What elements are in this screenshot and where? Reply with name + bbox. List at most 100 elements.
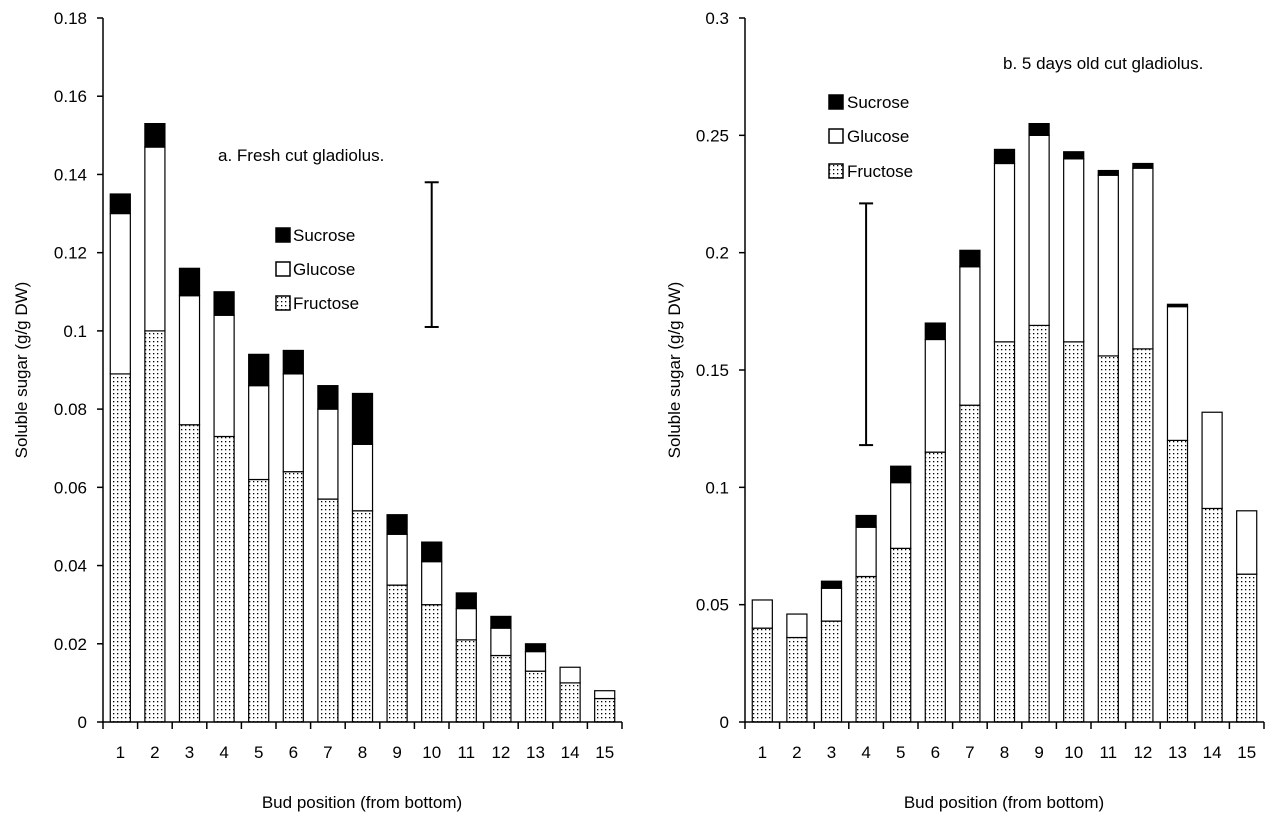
- x-axis-title-b: Bud position (from bottom): [904, 793, 1104, 812]
- y-tick-label-a: 0.18: [54, 9, 87, 28]
- legend-label-sucrose-a: Sucrose: [293, 226, 355, 245]
- y-tick-label-b: 0.2: [705, 244, 729, 263]
- bar-fructose-a: [594, 697, 616, 723]
- bar-sucrose-a: [524, 643, 547, 653]
- legend-label-fructose-b: Fructose: [847, 162, 913, 181]
- bar-fructose-b: [993, 341, 1016, 723]
- bar-fructose-a: [144, 330, 166, 723]
- bar-glucose-b: [1063, 158, 1085, 343]
- bar-sucrose-a: [421, 541, 443, 563]
- x-tick-label-b: 5: [896, 743, 905, 762]
- bar-sucrose-a: [490, 615, 512, 629]
- legend-swatch-sucrose-b: [828, 94, 844, 110]
- error-bar-b: [859, 202, 874, 447]
- x-tick-label-a: 10: [422, 743, 441, 762]
- x-tick-label-b: 11: [1099, 743, 1117, 762]
- legend-item-fructose-a: Fructose: [275, 294, 359, 313]
- bar-fructose-a: [351, 510, 374, 723]
- bar-sucrose-b: [959, 249, 981, 268]
- bar-sucrose-b: [890, 465, 912, 484]
- bar-glucose-a: [144, 146, 166, 332]
- x-tick-label-a: 12: [491, 743, 510, 762]
- legend-swatch-fructose-b: [828, 163, 844, 179]
- y-tick-label-b: 0.25: [696, 126, 729, 145]
- bar-glucose-a: [317, 408, 339, 500]
- y-tick-label-a: 0.14: [54, 165, 87, 184]
- bar-sucrose-b: [1028, 122, 1050, 136]
- x-tick-label-b: 4: [861, 743, 870, 762]
- y-axis-title-a: Soluble sugar (g/g DW): [12, 282, 31, 459]
- y-tick-label-a: 0: [78, 713, 87, 732]
- bar-fructose-a: [317, 498, 339, 723]
- bar-sucrose-a: [109, 193, 131, 215]
- bar-glucose-b: [1236, 510, 1258, 575]
- bar-glucose-b: [959, 266, 981, 406]
- legend-item-glucose-a: Glucose: [275, 260, 355, 279]
- y-tick-label-a: 0.12: [54, 244, 87, 263]
- x-tick-label-a: 2: [150, 743, 159, 762]
- bar-sucrose-a: [144, 122, 166, 148]
- legend-swatch-glucose-b: [828, 128, 844, 144]
- bar-glucose-b: [1201, 411, 1223, 510]
- bar-sucrose-b: [1063, 151, 1085, 160]
- y-tick-label-b: 0.3: [705, 9, 729, 28]
- bar-glucose-a: [178, 295, 201, 426]
- bar-sucrose-a: [351, 392, 374, 445]
- bar-fructose-b: [1028, 324, 1050, 723]
- bar-fructose-b: [1132, 348, 1154, 723]
- x-tick-label-a: 6: [289, 743, 298, 762]
- bar-glucose-a: [524, 650, 547, 672]
- bar-glucose-a: [213, 314, 235, 438]
- chart-title-a: a. Fresh cut gladiolus.: [218, 146, 384, 165]
- bar-fructose-b: [820, 620, 843, 723]
- x-tick-label-b: 7: [965, 743, 974, 762]
- legend-label-sucrose-b: Sucrose: [847, 93, 909, 112]
- bar-fructose-b: [890, 547, 912, 723]
- legend-a: Sucrose Glucose Fructose: [275, 226, 359, 313]
- chart-panel-b: b. 5 days old cut gladiolus. Soluble sug…: [665, 9, 1265, 812]
- x-tick-label-a: 5: [254, 743, 263, 762]
- bar-fructose-b: [1201, 507, 1223, 723]
- legend-label-glucose-b: Glucose: [847, 127, 909, 146]
- bar-glucose-b: [993, 162, 1016, 343]
- bar-sucrose-a: [178, 267, 201, 297]
- y-tick-label-b: 0.05: [696, 596, 729, 615]
- bar-fructose-b: [1166, 439, 1189, 723]
- y-tick-label-b: 0.15: [696, 361, 729, 380]
- y-tick-label-a: 0.08: [54, 400, 87, 419]
- bar-fructose-b: [786, 636, 808, 723]
- bar-fructose-a: [455, 639, 477, 723]
- x-tick-label-b: 14: [1203, 743, 1222, 762]
- bar-glucose-b: [1166, 306, 1189, 442]
- x-axis-title-a: Bud position (from bottom): [262, 793, 462, 812]
- legend-swatch-fructose-a: [275, 295, 291, 311]
- legend-item-glucose-b: Glucose: [828, 127, 909, 146]
- x-tick-label-a: 1: [116, 743, 125, 762]
- x-tick-label-a: 8: [358, 743, 367, 762]
- bar-fructose-b: [1236, 573, 1258, 723]
- bar-sucrose-a: [282, 349, 304, 375]
- x-tick-label-a: 9: [392, 743, 401, 762]
- bar-fructose-a: [178, 424, 201, 723]
- bar-glucose-b: [1097, 174, 1119, 357]
- y-axis-title-b: Soluble sugar (g/g DW): [665, 282, 684, 459]
- x-tick-label-a: 4: [219, 743, 228, 762]
- x-tick-label-b: 12: [1133, 743, 1152, 762]
- bar-sucrose-b: [993, 148, 1016, 165]
- x-tick-label-b: 10: [1064, 743, 1083, 762]
- bar-fructose-a: [524, 670, 547, 723]
- bar-sucrose-b: [1097, 169, 1119, 176]
- bar-fructose-a: [559, 682, 581, 723]
- x-tick-label-b: 6: [931, 743, 940, 762]
- legend-item-sucrose-b: Sucrose: [828, 93, 909, 112]
- bar-glucose-a: [594, 690, 616, 700]
- bar-glucose-a: [421, 561, 443, 606]
- legend-item-fructose-b: Fructose: [828, 162, 913, 181]
- x-tick-label-a: 15: [595, 743, 614, 762]
- error-bar-a: [424, 181, 439, 328]
- bar-glucose-b: [890, 482, 912, 549]
- bar-fructose-a: [386, 584, 408, 723]
- y-tick-label-a: 0.04: [54, 557, 87, 576]
- x-tick-label-b: 1: [758, 743, 767, 762]
- legend-b: Sucrose Glucose Fructose: [828, 93, 913, 181]
